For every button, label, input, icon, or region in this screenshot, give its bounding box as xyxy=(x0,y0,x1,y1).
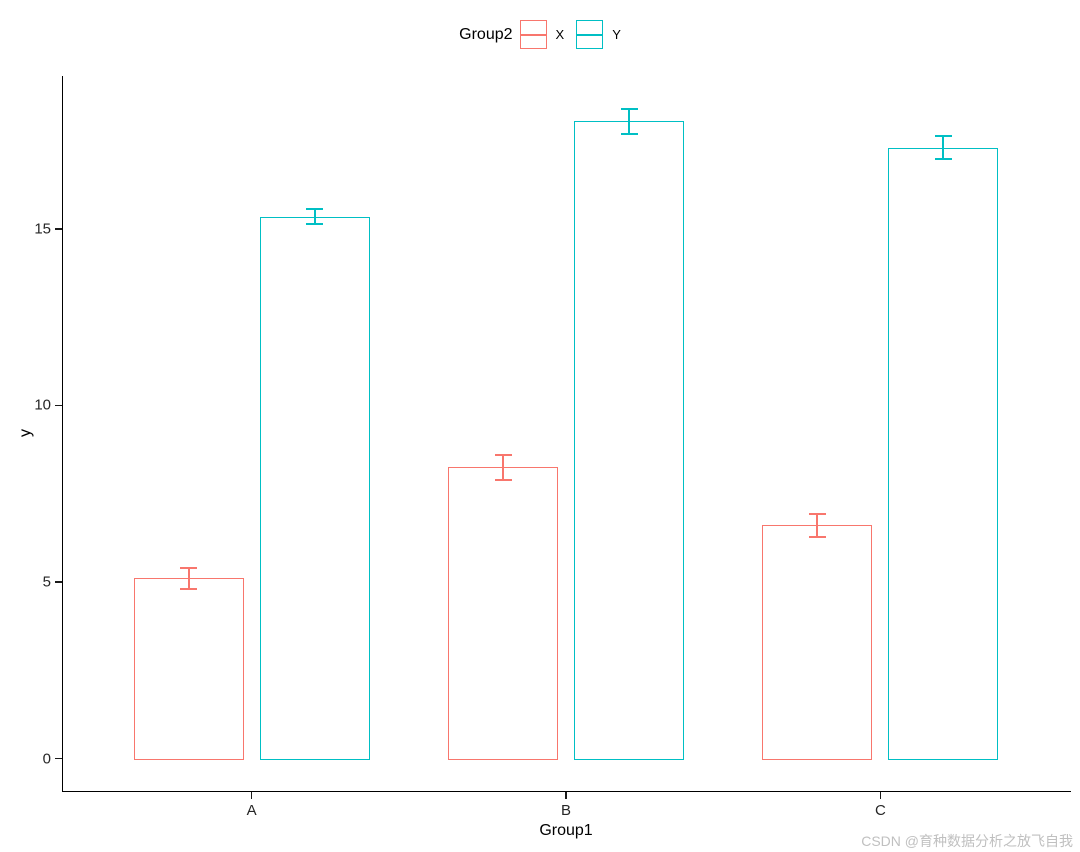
y-tick-label: 10 xyxy=(34,396,51,414)
bar-X-A xyxy=(133,578,244,760)
y-axis-title: y xyxy=(17,429,34,437)
x-category-label: C xyxy=(874,802,886,819)
error-bar-cap-top-X-C xyxy=(808,512,826,515)
error-bar-cap-bottom-X-C xyxy=(808,536,826,539)
error-bar-stem-X-A xyxy=(187,567,190,590)
error-bar-stem-X-C xyxy=(816,513,819,538)
error-bar-cap-bottom-Y-A xyxy=(306,222,324,225)
y-axis-line xyxy=(61,76,63,793)
y-tick-label: 15 xyxy=(34,220,51,238)
error-bar-cap-top-Y-B xyxy=(620,107,638,110)
bar-X-C xyxy=(762,525,873,760)
y-tick-label: 0 xyxy=(42,750,51,768)
error-bar-stem-Y-C xyxy=(942,136,945,159)
error-bar-cap-bottom-X-A xyxy=(180,588,198,591)
error-bar-stem-Y-B xyxy=(628,108,630,134)
x-category-label: B xyxy=(560,802,572,819)
legend-item-Y: Y xyxy=(576,20,621,49)
legend-key-errorbar-line xyxy=(520,33,546,36)
error-bar-cap-top-X-A xyxy=(180,566,198,569)
x-tick xyxy=(250,792,253,800)
legend-label: Y xyxy=(612,27,621,42)
error-bar-cap-top-Y-A xyxy=(306,208,324,211)
bar-X-B xyxy=(448,467,558,760)
legend-key-swatch-icon xyxy=(576,20,604,49)
y-tick xyxy=(54,757,62,760)
error-bar-stem-Y-A xyxy=(313,209,316,224)
bar-Y-A xyxy=(259,216,370,760)
legend-title: Group2 xyxy=(459,25,513,43)
legend-key-errorbar-line xyxy=(577,33,603,36)
x-tick xyxy=(565,792,567,800)
x-axis-title: Group1 xyxy=(539,822,593,839)
x-axis-line xyxy=(61,791,1071,793)
x-tick xyxy=(879,792,882,800)
bar-Y-B xyxy=(574,121,684,760)
legend-label: X xyxy=(555,27,565,42)
error-bar-cap-bottom-Y-B xyxy=(620,132,638,135)
y-tick-label: 5 xyxy=(42,573,51,591)
y-tick xyxy=(54,228,62,230)
x-category-label: A xyxy=(246,802,257,819)
error-bar-cap-bottom-Y-C xyxy=(934,157,952,160)
y-tick xyxy=(54,581,62,583)
error-bar-cap-bottom-X-B xyxy=(494,478,512,481)
error-bar-stem-X-B xyxy=(502,454,504,480)
bar-Y-C xyxy=(888,147,999,760)
error-bar-cap-top-X-B xyxy=(494,453,512,456)
y-tick xyxy=(54,404,62,407)
legend-item-X: X xyxy=(519,20,565,49)
watermark: CSDN @育种数据分析之放飞自我 xyxy=(861,833,1073,849)
error-bar-cap-top-Y-C xyxy=(934,135,952,138)
legend-key-swatch-icon xyxy=(519,20,547,49)
